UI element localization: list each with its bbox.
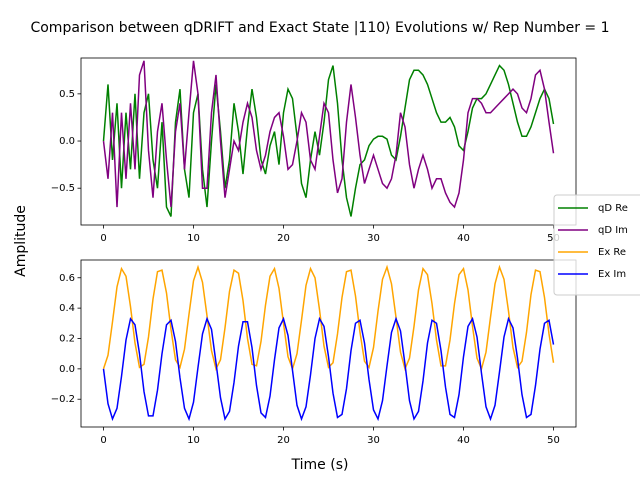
y-tick-label: 0.4 [59,303,75,314]
legend-label: qD Im [598,225,628,236]
legend-label: Ex Im [598,269,626,280]
y-tick-label: 0.5 [59,89,75,100]
x-tick-label: 20 [277,233,290,244]
y-axis-label: Amplitude [13,205,29,277]
legend-label: qD Re [598,203,628,214]
y-tick-label: 0.0 [59,364,75,375]
x-tick-label: 40 [457,435,470,446]
axes-frame [80,259,577,428]
chart-title: Comparison between qDRIFT and Exact Stat… [30,20,609,36]
data-line [102,316,555,422]
x-tick-label: 0 [100,435,106,446]
x-tick-label: 40 [457,233,470,244]
data-line [102,60,555,209]
x-tick-label: 30 [367,233,380,244]
axes-frame [80,57,577,226]
data-line [102,64,555,217]
y-tick-label: 0.2 [59,333,75,344]
legend-box [553,194,640,296]
x-axis-label: Time (s) [291,457,349,473]
y-tick-label: −0.5 [51,183,75,194]
x-tick-label: 10 [187,435,200,446]
x-tick-label: 30 [367,435,380,446]
y-tick-label: 0.6 [59,273,75,284]
x-tick-label: 0 [100,233,106,244]
x-tick-label: 50 [547,435,560,446]
y-tick-label: 0.0 [59,136,75,147]
y-tick-label: −0.2 [51,394,75,405]
legend-label: Ex Re [598,247,626,258]
x-tick-label: 20 [277,435,290,446]
x-tick-label: 10 [187,233,200,244]
